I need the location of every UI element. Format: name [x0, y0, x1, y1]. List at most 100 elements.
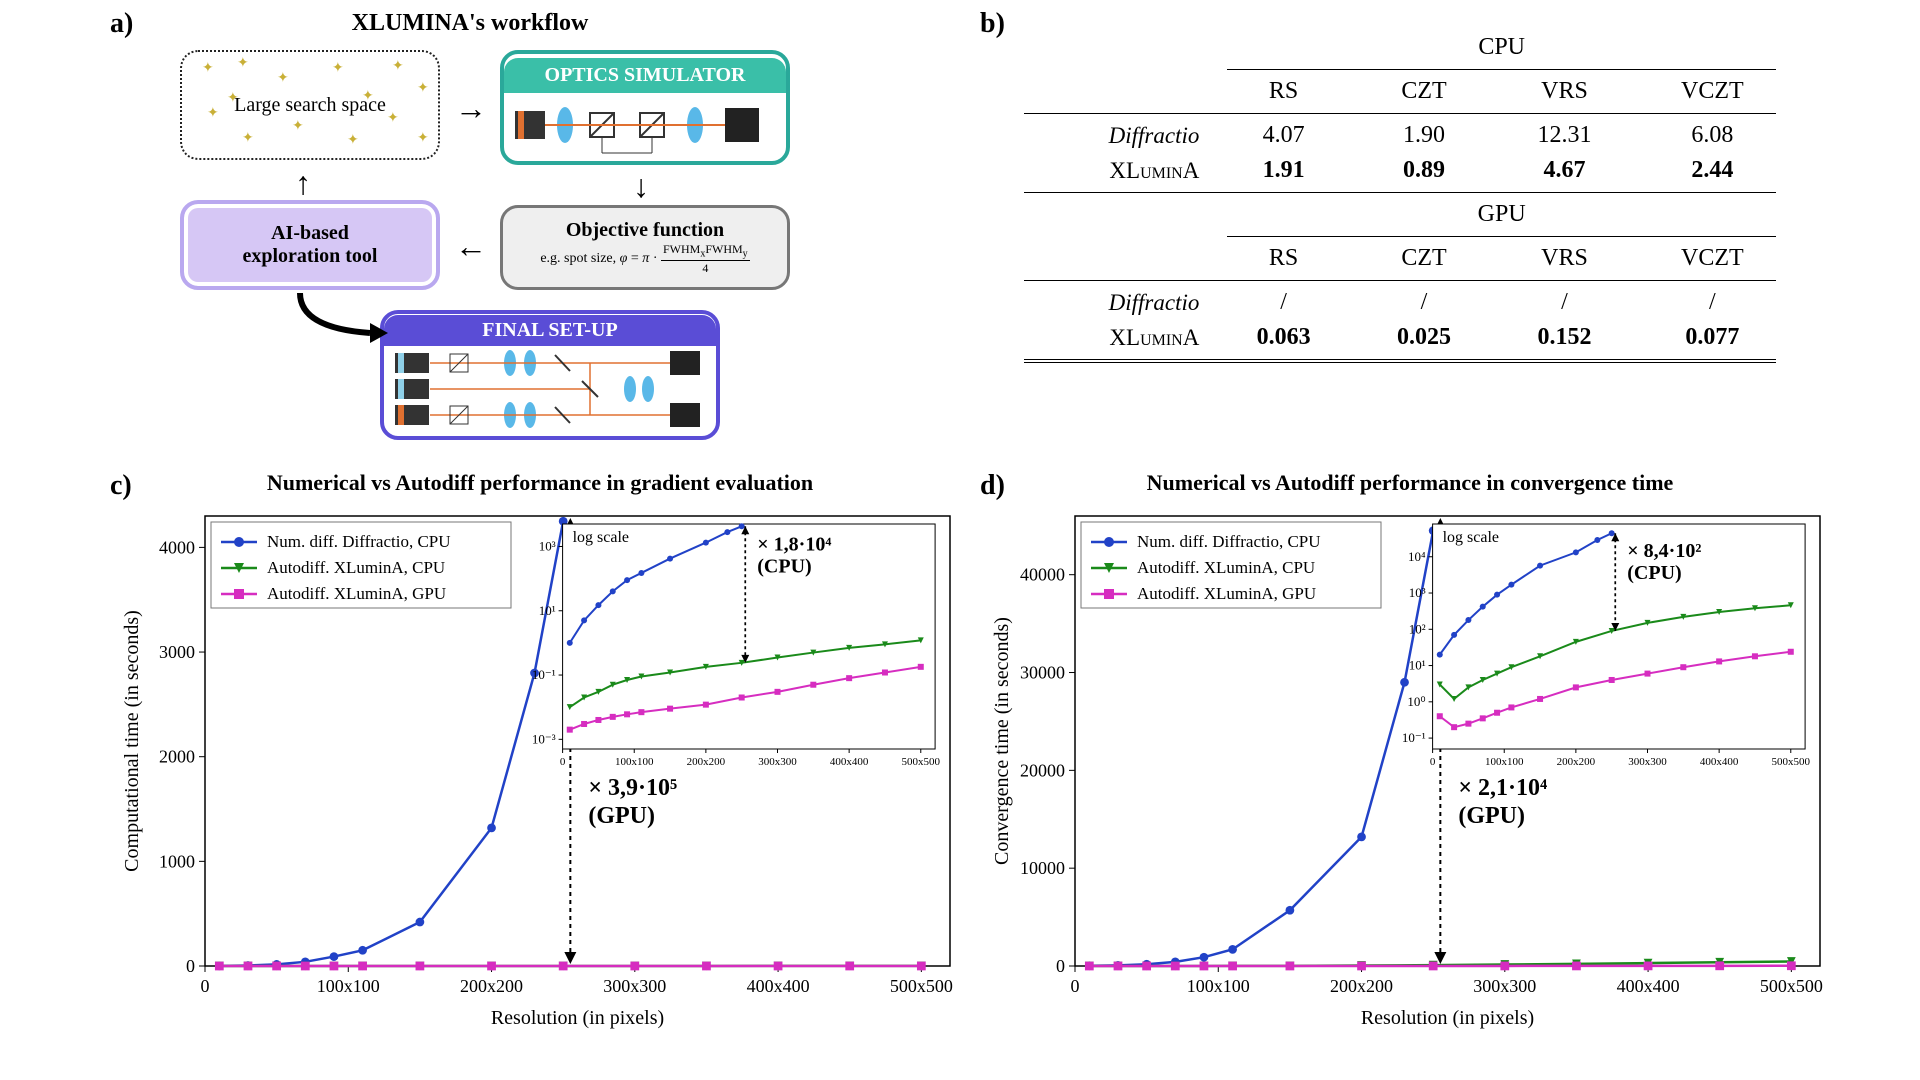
svg-text:(GPU): (GPU) [1458, 803, 1525, 829]
svg-text:10¹: 10¹ [1409, 658, 1426, 673]
svg-text:300x300: 300x300 [758, 756, 797, 768]
svg-text:200x200: 200x200 [1557, 756, 1596, 768]
svg-text:0: 0 [186, 956, 195, 976]
workflow-diagram: XLUMINA's workflow ✦✦✦✦✦✦✦✦✦✦✦✦✦✦ Large … [100, 10, 840, 440]
box-ai-exploration: AI-based exploration tool [180, 200, 440, 290]
svg-text:Autodiff. XLuminA, CPU: Autodiff. XLuminA, CPU [1137, 558, 1315, 577]
col-header: RS [1213, 241, 1353, 276]
svg-text:10⁴: 10⁴ [1408, 549, 1426, 564]
svg-text:500x500: 500x500 [902, 756, 941, 768]
table-row: Diffractio4.071.9012.316.08 [1010, 118, 1790, 153]
svg-text:× 3,9·10⁵: × 3,9·10⁵ [588, 775, 677, 801]
svg-text:10⁻¹: 10⁻¹ [532, 667, 556, 682]
arrow-icon: → [455, 90, 487, 127]
svg-text:✦: ✦ [207, 106, 219, 121]
svg-text:100x100: 100x100 [615, 756, 654, 768]
optics-schematic-icon [510, 93, 780, 158]
svg-text:10⁰: 10⁰ [1407, 694, 1425, 709]
svg-text:300x300: 300x300 [1473, 976, 1536, 996]
box-final-setup: FINAL SET-UP [380, 310, 720, 440]
svg-text:200x200: 200x200 [687, 756, 726, 768]
svg-text:10⁻¹: 10⁻¹ [1402, 730, 1426, 745]
svg-text:✦: ✦ [277, 71, 289, 86]
col-header: CZT [1354, 74, 1494, 109]
svg-text:500x500: 500x500 [890, 976, 953, 996]
svg-text:log scale: log scale [1443, 529, 1499, 546]
table-row: XLuminA1.910.894.672.44 [1010, 153, 1790, 188]
svg-text:500x500: 500x500 [1772, 756, 1811, 768]
svg-text:log scale: log scale [573, 529, 629, 546]
svg-text:✦: ✦ [417, 131, 429, 146]
svg-text:10⁻³: 10⁻³ [532, 731, 556, 746]
svg-text:✦: ✦ [202, 61, 214, 76]
box-final-label: FINAL SET-UP [384, 315, 716, 346]
svg-text:✦: ✦ [242, 131, 254, 146]
svg-text:× 2,1·10⁴: × 2,1·10⁴ [1458, 775, 1547, 801]
gpu-header: GPU [1213, 197, 1790, 232]
col-header: VRS [1494, 241, 1634, 276]
svg-text:300x300: 300x300 [603, 976, 666, 996]
svg-text:✦: ✦ [387, 111, 399, 126]
svg-text:✦: ✦ [347, 133, 359, 148]
box-search-label: Large search space [234, 94, 386, 117]
svg-text:10²: 10² [1409, 621, 1426, 636]
svg-text:2000: 2000 [159, 747, 195, 767]
svg-text:× 8,4·10²: × 8,4·10² [1627, 540, 1701, 562]
svg-text:✦: ✦ [292, 119, 304, 134]
svg-text:✦: ✦ [332, 61, 344, 76]
svg-text:Num. diff. Diffractio, CPU: Num. diff. Diffractio, CPU [1137, 532, 1321, 551]
col-header: VCZT [1635, 74, 1790, 109]
benchmark-tables: CPU RSCZTVRSVCZT Diffractio4.071.9012.31… [1010, 30, 1790, 367]
box-obj-detail: e.g. spot size, φ = π · FWHMxFWHMy4 [530, 242, 759, 275]
svg-text:Convergence time (in seconds): Convergence time (in seconds) [991, 617, 1013, 865]
chart-d-title: Numerical vs Autodiff performance in con… [980, 470, 1840, 496]
chart-convergence: Numerical vs Autodiff performance in con… [980, 470, 1840, 1030]
arrow-icon: ↓ [633, 168, 649, 205]
svg-text:400x400: 400x400 [1700, 756, 1739, 768]
chart-gradient-eval: Numerical vs Autodiff performance in gra… [110, 470, 970, 1030]
final-setup-schematic-icon [390, 346, 710, 436]
svg-text:30000: 30000 [1020, 663, 1065, 683]
col-header: CZT [1354, 241, 1494, 276]
arrow-icon: ↑ [295, 165, 311, 202]
box-search-space: ✦✦✦✦✦✦✦✦✦✦✦✦✦✦ Large search space [180, 50, 440, 160]
cpu-header: CPU [1213, 30, 1790, 65]
svg-text:✦: ✦ [237, 56, 249, 71]
svg-text:10000: 10000 [1020, 858, 1065, 878]
svg-text:200x200: 200x200 [1330, 976, 1393, 996]
svg-text:0: 0 [1430, 756, 1436, 768]
svg-text:400x400: 400x400 [830, 756, 869, 768]
benchmark-table-cpu: CPU RSCZTVRSVCZT Diffractio4.071.9012.31… [1010, 30, 1790, 367]
svg-text:Autodiff. XLuminA, GPU: Autodiff. XLuminA, GPU [1137, 584, 1316, 603]
svg-text:400x400: 400x400 [1617, 976, 1680, 996]
col-header: RS [1213, 74, 1353, 109]
svg-text:300x300: 300x300 [1628, 756, 1667, 768]
curved-arrow-icon [290, 288, 390, 348]
svg-text:100x100: 100x100 [1485, 756, 1524, 768]
chart-d-svg: 0100002000030000400000100x100200x200300x… [980, 496, 1840, 1036]
svg-text:4000: 4000 [159, 537, 195, 557]
box-sim-label: OPTICS SIMULATOR [504, 58, 786, 93]
svg-text:✦: ✦ [417, 81, 429, 96]
svg-text:200x200: 200x200 [460, 976, 523, 996]
table-row: XLuminA0.0630.0250.1520.077 [1010, 320, 1790, 355]
svg-text:100x100: 100x100 [1187, 976, 1250, 996]
svg-text:Resolution (in pixels): Resolution (in pixels) [1361, 1007, 1534, 1029]
chart-c-svg: 010002000300040000100x100200x200300x3004… [110, 496, 970, 1036]
svg-text:Autodiff. XLuminA, CPU: Autodiff. XLuminA, CPU [267, 558, 445, 577]
svg-text:10³: 10³ [539, 538, 556, 553]
svg-text:Num. diff. Diffractio, CPU: Num. diff. Diffractio, CPU [267, 532, 451, 551]
svg-text:Autodiff. XLuminA, GPU: Autodiff. XLuminA, GPU [267, 584, 446, 603]
svg-text:✦: ✦ [392, 59, 404, 74]
svg-text:(GPU): (GPU) [588, 803, 655, 829]
svg-text:0: 0 [201, 976, 210, 996]
col-header: VRS [1494, 74, 1634, 109]
svg-text:500x500: 500x500 [1760, 976, 1823, 996]
svg-text:0: 0 [1071, 976, 1080, 996]
svg-text:0: 0 [1056, 956, 1065, 976]
svg-text:(CPU): (CPU) [1627, 562, 1681, 584]
svg-text:10³: 10³ [1409, 585, 1426, 600]
panel-a-title: XLUMINA's workflow [100, 10, 840, 37]
svg-text:Resolution (in pixels): Resolution (in pixels) [491, 1007, 664, 1029]
svg-text:400x400: 400x400 [747, 976, 810, 996]
